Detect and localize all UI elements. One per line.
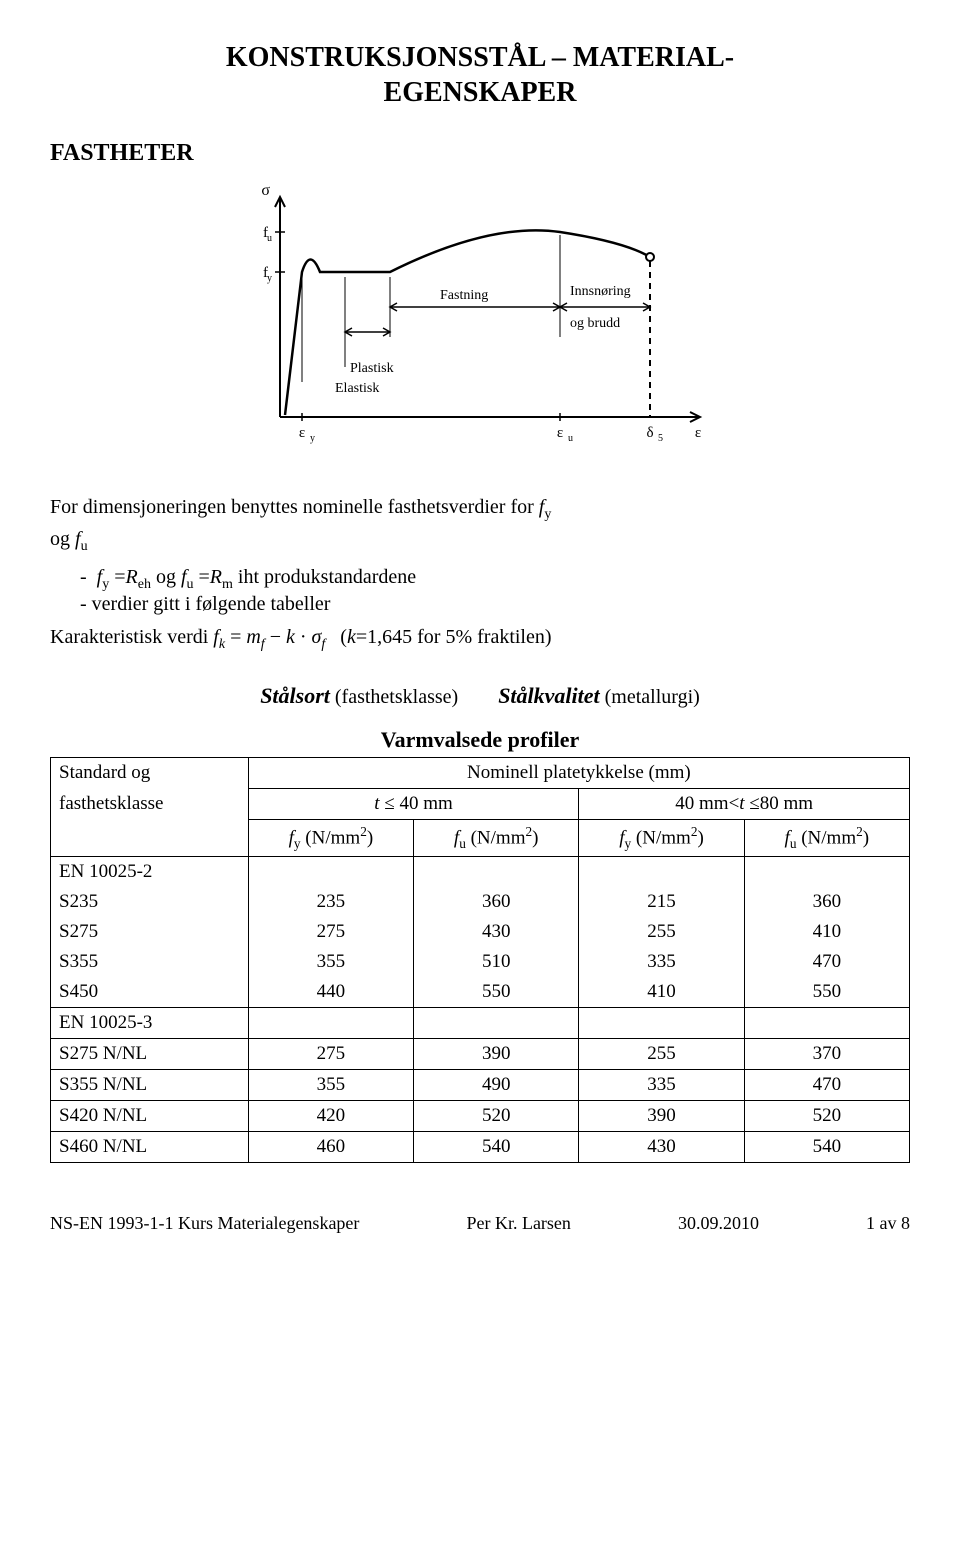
table-row: S355 355 510 335 470	[51, 947, 910, 977]
svg-text:u: u	[267, 233, 272, 244]
section-row: EN 10025-2	[51, 857, 910, 888]
footer-date: 30.09.2010	[678, 1213, 759, 1234]
label-elastisk: Elastisk	[335, 381, 379, 396]
footer-left: NS-EN 1993-1-1 Kurs Materialegenskaper	[50, 1213, 359, 1234]
svg-text:y: y	[267, 273, 272, 284]
table-row: S460 N/NL 460 540 430 540	[51, 1132, 910, 1163]
section-row: EN 10025-3	[51, 1008, 910, 1039]
hdr-fy1: fy (N/mm2)	[248, 820, 413, 857]
y-axis-label: σ	[261, 182, 270, 199]
intro-paragraph: For dimensjoneringen benyttes nominelle …	[50, 493, 910, 556]
hdr-fy2: fy (N/mm2)	[579, 820, 744, 857]
bullet-1: - fy =Reh og fu =Rm iht produkstandarden…	[80, 566, 910, 593]
hdr-fu1: fu (N/mm2)	[414, 820, 579, 857]
label-innsnoring: Innsnøring	[570, 284, 631, 299]
hdr-t2: 40 mm<t ≤80 mm	[579, 789, 910, 820]
table-row: S235 235 360 215 360	[51, 887, 910, 917]
varm-heading: Varmvalsede profiler	[50, 727, 910, 753]
properties-table: Standard og Nominell platetykkelse (mm) …	[50, 757, 910, 1163]
svg-text:u: u	[568, 433, 573, 444]
classification-line: Stålsort (fasthetsklasse) Stålkvalitet (…	[50, 683, 910, 709]
intro-text-2: og	[50, 528, 75, 550]
title-line-2: EGENSKAPER	[384, 77, 577, 108]
table-row: S355 N/NL 355 490 335 470	[51, 1070, 910, 1101]
hdr-fu2: fu (N/mm2)	[744, 820, 909, 857]
svg-text:ε: ε	[557, 425, 563, 441]
hdr-std-2: fasthetsklasse	[51, 789, 249, 820]
svg-text:y: y	[310, 433, 315, 444]
section-heading: FASTHETER	[50, 140, 910, 167]
svg-text:ε: ε	[695, 425, 701, 441]
svg-text:5: 5	[658, 433, 663, 444]
hdr-std-1: Standard og	[51, 758, 249, 789]
table-row: S450 440 550 410 550	[51, 977, 910, 1008]
svg-text:δ: δ	[646, 425, 653, 441]
label-plastisk: Plastisk	[350, 361, 394, 376]
label-fastning: Fastning	[440, 288, 488, 303]
table-row: S275 N/NL 275 390 255 370	[51, 1039, 910, 1070]
svg-text:ε: ε	[299, 425, 305, 441]
page-title: KONSTRUKSJONSSTÅL – MATERIAL- EGENSKAPER	[50, 40, 910, 110]
hdr-nominell: Nominell platetykkelse (mm)	[248, 758, 909, 789]
table-row: S275 275 430 255 410	[51, 917, 910, 947]
label-ogbrudd: og brudd	[570, 316, 620, 331]
footer-author: Per Kr. Larsen	[466, 1213, 570, 1234]
stress-strain-chart: σ f u f y ε y ε u δ 5 ε	[50, 177, 910, 463]
bullet-2: - verdier gitt i følgende tabeller	[80, 593, 910, 616]
intro-text-1: For dimensjoneringen benyttes nominelle …	[50, 496, 539, 518]
hdr-t1: t ≤ 40 mm	[248, 789, 579, 820]
title-line-1: KONSTRUKSJONSSTÅL – MATERIAL-	[226, 42, 734, 73]
footer-page: 1 av 8	[866, 1213, 910, 1234]
table-row: S420 N/NL 420 520 390 520	[51, 1101, 910, 1132]
characteristic-line: Karakteristisk verdi fk = mf − k · σf (k…	[50, 626, 910, 653]
page-footer: NS-EN 1993-1-1 Kurs Materialegenskaper P…	[50, 1213, 910, 1234]
bullet-list: - fy =Reh og fu =Rm iht produkstandarden…	[80, 566, 910, 616]
